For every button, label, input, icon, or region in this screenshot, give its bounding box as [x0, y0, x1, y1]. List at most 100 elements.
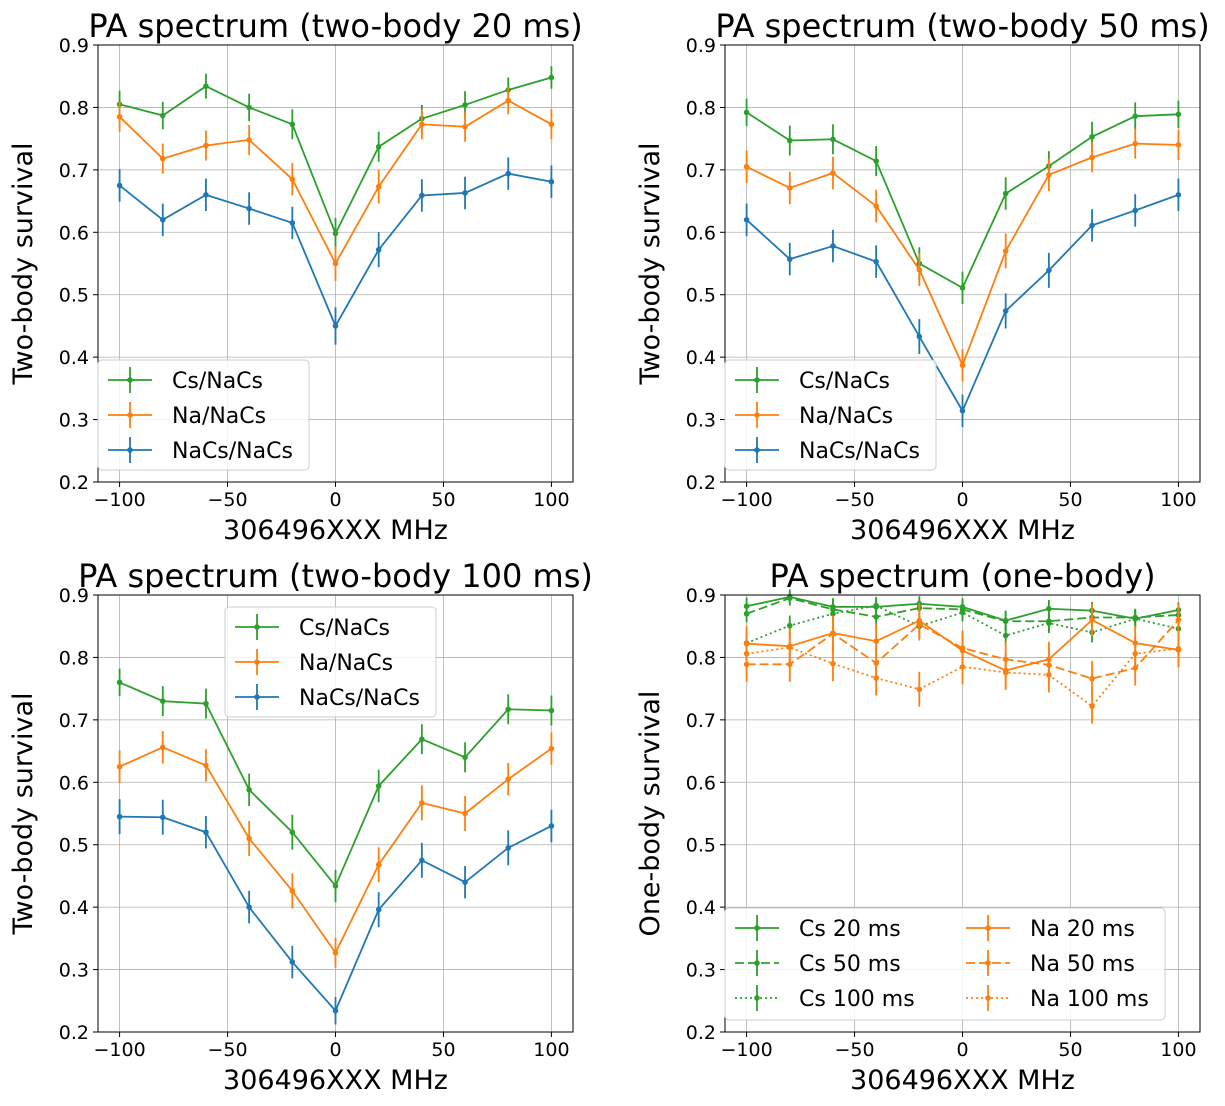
y-tick-label: 0.8: [59, 647, 89, 669]
data-point: [830, 630, 836, 637]
chart-panel-3: −100 −50 0 50 100 0.2 0.3 0.4 0.5 0.6 0.7 0.8 0.9PA …: [8, 557, 593, 1096]
data-point: [548, 707, 555, 714]
data-point: [1089, 222, 1095, 229]
data-point: [1002, 308, 1009, 314]
data-point: [1046, 605, 1052, 612]
x-tick-label: −50: [207, 489, 247, 511]
data-point: [1175, 617, 1182, 623]
chart-panel-4: −100 −50 0 50 100 0.2 0.3 0.4 0.5 0.6 0.7 0.8 0.9 PA …: [635, 557, 1201, 1096]
data-point: [246, 205, 252, 212]
data-point: [916, 266, 923, 273]
data-point: [743, 109, 750, 116]
legend-marker: [254, 694, 260, 700]
legend-item: NaCs/NaCs: [735, 437, 920, 464]
data-point: [830, 170, 836, 176]
data-point: [332, 260, 339, 267]
y-tick-label: 0.8: [686, 647, 716, 669]
x-tick-label: −100: [720, 1039, 772, 1061]
x-tick-label: 50: [431, 489, 455, 511]
data-point: [1002, 632, 1009, 639]
data-point: [830, 660, 836, 667]
legend: Cs 20 ms Cs 50 ms Cs 100 ms Na 20 ms Na 50 m…: [724, 907, 1166, 1021]
data-point: [1002, 618, 1009, 625]
y-tick-label: 0.3: [686, 410, 716, 432]
y-tick-label: 0.5: [686, 835, 716, 857]
data-point: [246, 786, 252, 793]
data-point: [462, 123, 468, 130]
y-tick-label: 0.2: [59, 1022, 89, 1044]
data-point: [505, 97, 512, 104]
data-point: [916, 686, 923, 693]
data-point: [830, 136, 836, 143]
data-point: [873, 258, 879, 265]
data-point: [505, 706, 512, 713]
data-point: [916, 621, 923, 628]
data-point: [332, 323, 339, 329]
data-point: [959, 609, 966, 616]
legend-label: Cs/NaCs: [799, 369, 890, 394]
y-tick-label: 0.9: [59, 585, 89, 607]
series-2: [116, 157, 555, 345]
data-point: [159, 112, 166, 119]
data-point: [873, 614, 879, 620]
data-point: [332, 949, 339, 956]
legend-item: NaCs/NaCs: [108, 437, 293, 464]
data-point: [1089, 675, 1095, 682]
legend: Cs/NaCs Na/NaCs NaCs/NaCs: [224, 606, 437, 718]
data-point: [246, 137, 252, 143]
data-point: [462, 190, 468, 196]
legend-marker: [985, 925, 991, 931]
legend: Cs/NaCs Na/NaCs NaCs/NaCs: [724, 359, 937, 471]
y-tick-label: 0.6: [686, 222, 716, 244]
x-axis-label: 306496XXX MHz: [223, 515, 448, 546]
legend-marker: [254, 624, 260, 630]
data-point: [743, 217, 750, 223]
chart-title: PA spectrum (two-body 20 ms): [88, 7, 582, 45]
x-tick-label: 0: [329, 489, 341, 511]
data-point: [1132, 650, 1139, 657]
data-point: [1132, 615, 1139, 622]
legend-label: Cs/NaCs: [299, 616, 390, 641]
data-point: [959, 285, 966, 291]
x-tick-label: 50: [1058, 1039, 1082, 1061]
data-point: [419, 736, 425, 743]
data-point: [830, 610, 836, 617]
y-tick-label: 0.5: [686, 285, 716, 307]
data-point: [1046, 267, 1052, 274]
data-point: [959, 663, 966, 670]
data-point: [743, 163, 750, 170]
y-tick-label: 0.7: [59, 710, 89, 732]
data-point: [332, 230, 339, 237]
y-tick-label: 0.7: [686, 710, 716, 732]
data-point: [462, 879, 468, 885]
data-point: [289, 959, 296, 965]
y-tick-label: 0.5: [59, 285, 89, 307]
data-point: [873, 158, 879, 164]
data-point: [1089, 133, 1095, 140]
y-axis-label: One-body survival: [635, 691, 666, 937]
data-point: [289, 829, 296, 836]
data-point: [116, 679, 123, 686]
x-tick-label: −100: [720, 489, 772, 511]
x-tick-label: 0: [956, 489, 968, 511]
series-1: [116, 731, 555, 968]
data-point: [116, 763, 123, 770]
y-tick-label: 0.4: [59, 897, 89, 919]
data-point: [548, 74, 555, 81]
data-point: [332, 883, 339, 889]
chart-panel-2: −100 −50 0 50 100 0.2 0.3 0.4 0.5 0.6 0.7 0.8 0.9PA …: [635, 7, 1210, 546]
y-tick-label: 0.6: [59, 772, 89, 794]
legend-box: [224, 606, 437, 718]
legend-marker: [254, 659, 260, 665]
data-point: [786, 595, 793, 601]
chart-panel-1: −100 −50 0 50 100 0.2 0.3 0.4 0.5 0.6 0.7 0.8 0.9PA …: [8, 7, 583, 546]
y-tick-label: 0.8: [59, 97, 89, 119]
legend-box: [724, 359, 937, 471]
series-2: [743, 178, 1182, 428]
x-tick-label: 100: [533, 489, 569, 511]
legend-label: Na/NaCs: [172, 404, 266, 429]
x-tick-label: −100: [93, 489, 145, 511]
x-axis-label: 306496XXX MHz: [223, 1065, 448, 1096]
x-tick-label: 100: [1160, 1039, 1196, 1061]
